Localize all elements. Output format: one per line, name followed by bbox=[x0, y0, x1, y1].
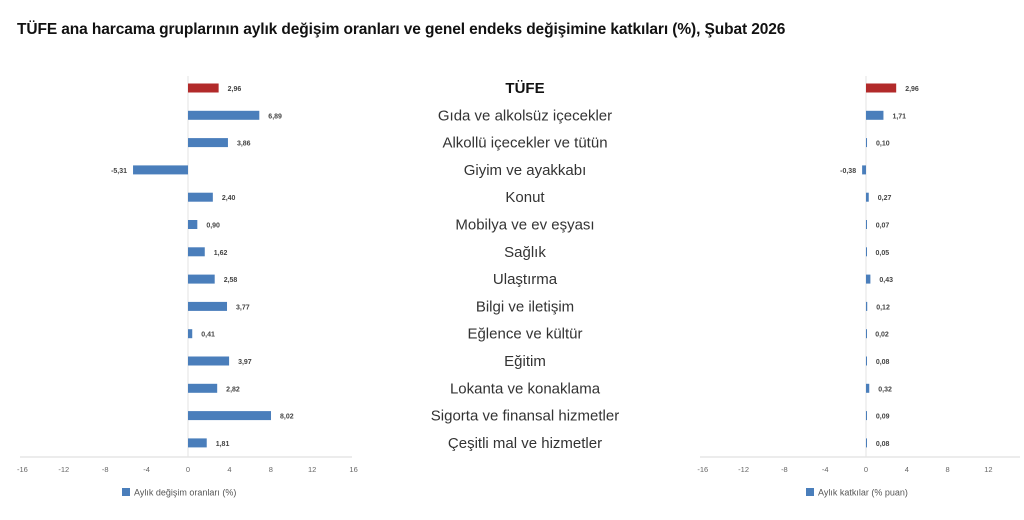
change-bar bbox=[188, 83, 219, 93]
contribution-data-label: 0,43 bbox=[879, 277, 893, 284]
change-bar bbox=[188, 192, 213, 202]
category-label: Sigorta ve finansal hizmetler bbox=[431, 408, 619, 425]
category-label: Konut bbox=[505, 189, 545, 206]
contribution-bar bbox=[866, 356, 867, 366]
contribution-data-label: 0,32 bbox=[878, 386, 892, 393]
contribution-data-label: 1,71 bbox=[892, 113, 906, 120]
change-data-label: 2,82 bbox=[226, 386, 240, 393]
category-label: Gıda ve alkolsüz içecekler bbox=[438, 107, 612, 124]
contribution-bar bbox=[866, 411, 867, 421]
contribution-data-label: 0,08 bbox=[876, 359, 890, 366]
contribution-tick-label: 0 bbox=[864, 465, 868, 474]
category-label: TÜFE bbox=[505, 80, 544, 97]
change-tick-label: 0 bbox=[186, 465, 190, 474]
contribution-bar bbox=[866, 192, 869, 202]
category-label: Ulaştırma bbox=[493, 271, 558, 288]
contribution-legend-label: Aylık katkılar (% puan) bbox=[818, 488, 908, 498]
category-label: Çeşitli mal ve hizmetler bbox=[448, 435, 602, 452]
chart-title: TÜFE ana harcama gruplarının aylık değiş… bbox=[17, 21, 786, 38]
change-bar bbox=[188, 356, 230, 366]
change-bar bbox=[188, 220, 198, 229]
contribution-data-label: 0,10 bbox=[876, 141, 890, 148]
contribution-tick-label: 8 bbox=[946, 465, 950, 474]
category-label: Alkollü içecekler ve tütün bbox=[442, 135, 607, 152]
change-bar bbox=[188, 247, 205, 257]
change-data-label: 2,96 bbox=[228, 86, 242, 93]
contribution-data-label: 0,27 bbox=[878, 195, 892, 202]
change-tick-label: -16 bbox=[17, 465, 28, 474]
change-legend-swatch bbox=[122, 488, 130, 496]
contribution-bar bbox=[866, 301, 868, 311]
category-label: Bilgi ve iletişim bbox=[476, 298, 574, 315]
change-bar bbox=[188, 438, 207, 448]
category-label: Eğitim bbox=[504, 353, 546, 370]
change-bar bbox=[188, 301, 228, 311]
change-data-label: 6,89 bbox=[268, 113, 282, 120]
change-data-label: 1,81 bbox=[216, 441, 230, 448]
change-bar bbox=[133, 165, 188, 175]
contribution-bar bbox=[862, 165, 866, 175]
contribution-data-label: 0,08 bbox=[876, 441, 890, 448]
change-bar bbox=[188, 383, 218, 393]
category-label: Sağlık bbox=[504, 244, 546, 261]
change-tick-label: 8 bbox=[269, 465, 273, 474]
contribution-bar bbox=[866, 83, 897, 93]
change-tick-label: 4 bbox=[227, 465, 231, 474]
contribution-bar bbox=[866, 220, 867, 229]
contribution-bar bbox=[866, 383, 870, 393]
change-data-label: 3,97 bbox=[238, 359, 252, 366]
change-bar bbox=[188, 329, 193, 339]
change-data-label: 2,40 bbox=[222, 195, 236, 202]
change-bar bbox=[188, 110, 260, 120]
category-label: Giyim ve ayakkabı bbox=[464, 162, 587, 179]
contribution-data-label: 0,12 bbox=[876, 304, 890, 311]
contribution-bar bbox=[866, 438, 867, 448]
contribution-data-label: -0,38 bbox=[840, 168, 856, 175]
contribution-bar bbox=[866, 110, 884, 120]
change-tick-label: 16 bbox=[349, 465, 357, 474]
contribution-data-label: 0,02 bbox=[875, 332, 889, 339]
contribution-data-label: 0,05 bbox=[876, 250, 890, 257]
contribution-data-label: 0,09 bbox=[876, 414, 890, 421]
contribution-tick-label: -4 bbox=[822, 465, 829, 474]
change-data-label: 2,58 bbox=[224, 277, 238, 284]
contribution-bar bbox=[866, 274, 871, 284]
change-tick-label: -12 bbox=[58, 465, 69, 474]
contribution-bar bbox=[866, 247, 867, 257]
change-data-label: 0,90 bbox=[206, 223, 220, 230]
contribution-data-label: 2,96 bbox=[905, 86, 919, 93]
category-label: Lokanta ve konaklama bbox=[450, 380, 601, 397]
contribution-tick-label: -12 bbox=[738, 465, 749, 474]
change-tick-label: 12 bbox=[308, 465, 316, 474]
contribution-tick-label: 12 bbox=[984, 465, 992, 474]
category-label: Mobilya ve ev eşyası bbox=[455, 217, 594, 234]
contribution-tick-label: -16 bbox=[697, 465, 708, 474]
change-tick-label: -4 bbox=[143, 465, 150, 474]
change-legend-label: Aylık değişim oranları (%) bbox=[134, 488, 236, 498]
category-label: Eğlence ve kültür bbox=[467, 326, 582, 343]
change-bar bbox=[188, 274, 215, 284]
change-tick-label: -8 bbox=[102, 465, 109, 474]
change-data-label: 0,41 bbox=[201, 332, 215, 339]
change-bar bbox=[188, 411, 272, 421]
contribution-tick-label: 4 bbox=[905, 465, 909, 474]
contribution-data-label: 0,07 bbox=[876, 223, 890, 230]
change-data-label: 3,86 bbox=[237, 141, 251, 148]
change-data-label: 8,02 bbox=[280, 414, 294, 421]
contribution-legend-swatch bbox=[806, 488, 814, 496]
change-data-label: 1,62 bbox=[214, 250, 228, 257]
change-bar bbox=[188, 138, 228, 148]
change-data-label: 3,77 bbox=[236, 304, 250, 311]
contribution-bar bbox=[866, 329, 867, 339]
change-data-label: -5,31 bbox=[111, 168, 127, 175]
contribution-bar bbox=[866, 138, 868, 148]
contribution-tick-label: -8 bbox=[781, 465, 788, 474]
